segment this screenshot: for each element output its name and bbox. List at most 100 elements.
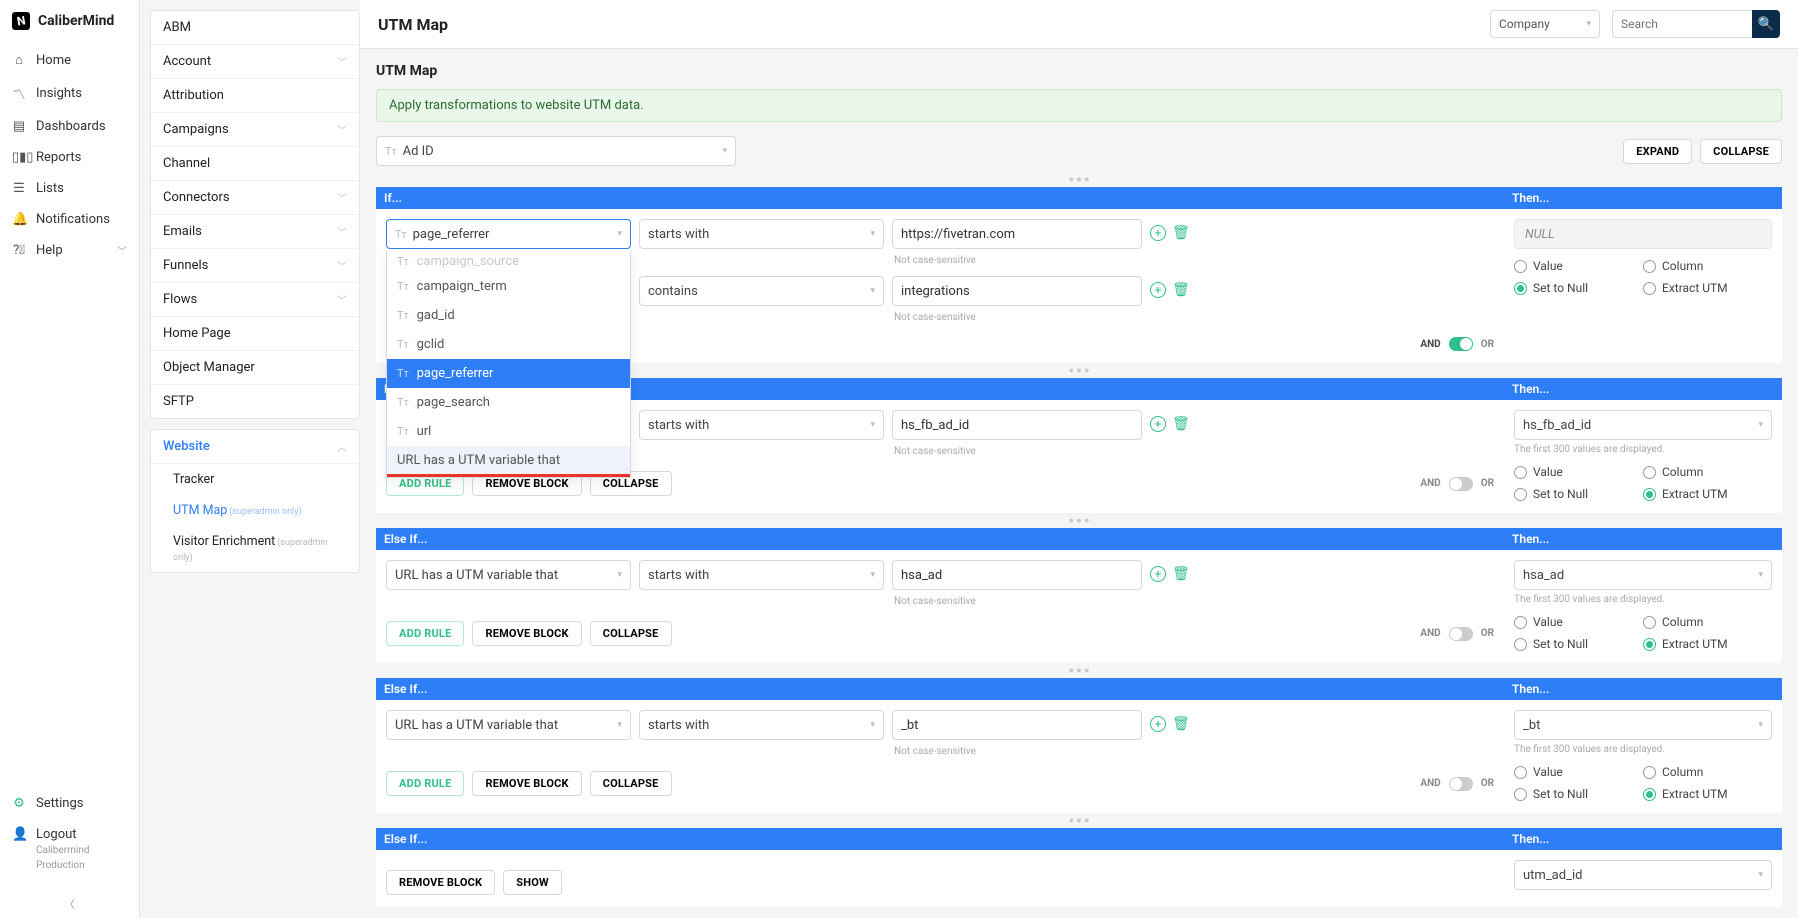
- add-condition-icon[interactable]: +: [1150, 282, 1166, 298]
- menu-account[interactable]: Account﹀: [151, 45, 359, 79]
- nav-logout[interactable]: 👤LogoutCalibermind Production: [0, 819, 139, 880]
- collapse-block-button[interactable]: COLLAPSE: [590, 771, 672, 796]
- dropdown-option[interactable]: Tᴛpage_search: [387, 388, 630, 417]
- then-radio-setnull[interactable]: Set to Null: [1514, 281, 1643, 295]
- condition-value-input[interactable]: [892, 276, 1142, 306]
- menu-website[interactable]: Website︿: [151, 430, 359, 464]
- condition-value-input[interactable]: [892, 410, 1142, 440]
- add-condition-icon[interactable]: +: [1150, 225, 1166, 241]
- condition-operator-select[interactable]: starts with▾: [639, 219, 884, 249]
- and-or-toggle[interactable]: [1449, 777, 1473, 791]
- collapse-block-button[interactable]: COLLAPSE: [590, 621, 672, 646]
- menu-object-manager[interactable]: Object Manager: [151, 351, 359, 385]
- condition-value-input[interactable]: [892, 560, 1142, 590]
- menu-campaigns[interactable]: Campaigns﹀: [151, 113, 359, 147]
- condition-operator-select[interactable]: starts with▾: [639, 410, 884, 440]
- nav-help[interactable]: ?⃝Help﹀: [0, 235, 139, 266]
- menu-abm[interactable]: ABM: [151, 11, 359, 45]
- menu-emails[interactable]: Emails﹀: [151, 215, 359, 249]
- dropdown-option[interactable]: URL has a UTM variable that: [387, 446, 630, 477]
- nav-home[interactable]: ⌂Home: [0, 44, 139, 76]
- add-condition-icon[interactable]: +: [1150, 716, 1166, 732]
- then-radio-column[interactable]: Column: [1643, 615, 1772, 629]
- add-condition-icon[interactable]: +: [1150, 566, 1166, 582]
- then-radio-column[interactable]: Column: [1643, 465, 1772, 479]
- then-radio-extract[interactable]: Extract UTM: [1643, 487, 1772, 501]
- dropdown-option-selected[interactable]: Tᴛpage_referrer: [387, 359, 630, 388]
- show-block-button[interactable]: SHOW: [503, 870, 562, 895]
- then-radio-value[interactable]: Value: [1514, 465, 1643, 479]
- menu-sftp[interactable]: SFTP: [151, 385, 359, 418]
- nav-dashboards[interactable]: ▤Dashboards: [0, 111, 139, 142]
- then-radio-value[interactable]: Value: [1514, 259, 1643, 273]
- nav-lists[interactable]: ☰Lists: [0, 173, 139, 204]
- condition-value-input[interactable]: [892, 710, 1142, 740]
- then-value-select[interactable]: utm_ad_id▾: [1514, 860, 1772, 890]
- condition-field-select[interactable]: URL has a UTM variable that▾: [386, 560, 631, 590]
- menu-utm-map[interactable]: UTM Map(superadmin only): [151, 495, 359, 526]
- nav-notifications[interactable]: 🔔Notifications: [0, 204, 139, 235]
- condition-field-select[interactable]: Tᴛ page_referrer ▾ Tᴛcampaign_source Tᴛc…: [386, 219, 631, 249]
- collapse-nav-toggle[interactable]: 〈: [0, 890, 139, 918]
- add-rule-button[interactable]: ADD RULE: [386, 621, 464, 646]
- remove-block-button[interactable]: REMOVE BLOCK: [472, 621, 581, 646]
- dropdown-option[interactable]: Tᴛurl: [387, 417, 630, 446]
- collapse-all-button[interactable]: COLLAPSE: [1700, 139, 1782, 164]
- adid-field-select[interactable]: Tᴛ Ad ID ▾: [376, 136, 736, 166]
- search-input[interactable]: [1612, 10, 1752, 38]
- then-value-select[interactable]: hsa_ad▾: [1514, 560, 1772, 590]
- dropdown-option[interactable]: Tᴛcampaign_source: [387, 251, 630, 272]
- add-rule-button[interactable]: ADD RULE: [386, 771, 464, 796]
- menu-channel[interactable]: Channel: [151, 147, 359, 181]
- menu-connectors[interactable]: Connectors﹀: [151, 181, 359, 215]
- search-button[interactable]: 🔍: [1752, 10, 1780, 38]
- company-select[interactable]: Company▾: [1490, 10, 1600, 38]
- delete-condition-icon[interactable]: 🗑: [1172, 566, 1190, 582]
- condition-operator-select[interactable]: starts with▾: [639, 560, 884, 590]
- and-or-toggle[interactable]: [1449, 477, 1473, 491]
- then-radio-extract[interactable]: Extract UTM: [1643, 637, 1772, 651]
- then-radio-column[interactable]: Column: [1643, 765, 1772, 779]
- remove-block-button[interactable]: REMOVE BLOCK: [386, 870, 495, 895]
- dropdown-option[interactable]: Tᴛgad_id: [387, 301, 630, 330]
- condition-value-input[interactable]: [892, 219, 1142, 249]
- and-or-toggle[interactable]: [1449, 337, 1473, 351]
- then-radio-setnull[interactable]: Set to Null: [1514, 787, 1643, 801]
- add-condition-icon[interactable]: +: [1150, 416, 1166, 432]
- dropdown-option[interactable]: Tᴛgclid: [387, 330, 630, 359]
- delete-condition-icon[interactable]: 🗑: [1172, 282, 1190, 298]
- brand-name: CaliberMind: [38, 13, 114, 29]
- then-value-select[interactable]: _bt▾: [1514, 710, 1772, 740]
- chevron-down-icon: ﹀: [337, 54, 347, 69]
- elseif-header: Else If...: [376, 678, 1504, 700]
- then-radio-extract[interactable]: Extract UTM: [1643, 281, 1772, 295]
- then-radio-value[interactable]: Value: [1514, 615, 1643, 629]
- then-radio-setnull[interactable]: Set to Null: [1514, 637, 1643, 651]
- condition-operator-select[interactable]: contains▾: [639, 276, 884, 306]
- delete-condition-icon[interactable]: 🗑: [1172, 225, 1190, 241]
- condition-field-select[interactable]: URL has a UTM variable that▾: [386, 710, 631, 740]
- menu-attribution[interactable]: Attribution: [151, 79, 359, 113]
- nav-reports[interactable]: ▯▮▯Reports: [0, 142, 139, 173]
- then-radio-column[interactable]: Column: [1643, 259, 1772, 273]
- delete-condition-icon[interactable]: 🗑: [1172, 416, 1190, 432]
- and-label: AND: [1420, 339, 1440, 350]
- menu-homepage[interactable]: Home Page: [151, 317, 359, 351]
- menu-funnels[interactable]: Funnels﹀: [151, 249, 359, 283]
- dropdown-option[interactable]: Tᴛcampaign_term: [387, 272, 630, 301]
- and-or-toggle[interactable]: [1449, 627, 1473, 641]
- delete-condition-icon[interactable]: 🗑: [1172, 716, 1190, 732]
- then-radio-extract[interactable]: Extract UTM: [1643, 787, 1772, 801]
- nav-insights[interactable]: 〽Insights: [0, 76, 139, 111]
- expand-all-button[interactable]: EXPAND: [1623, 139, 1692, 164]
- chevron-down-icon: ﹀: [117, 243, 127, 258]
- then-radio-setnull[interactable]: Set to Null: [1514, 487, 1643, 501]
- then-value-select[interactable]: hs_fb_ad_id▾: [1514, 410, 1772, 440]
- menu-visitor-enrichment[interactable]: Visitor Enrichment(superadmin only): [151, 526, 359, 572]
- remove-block-button[interactable]: REMOVE BLOCK: [472, 771, 581, 796]
- nav-settings[interactable]: ⚙Settings: [0, 788, 139, 819]
- menu-flows[interactable]: Flows﹀: [151, 283, 359, 317]
- menu-tracker[interactable]: Tracker: [151, 464, 359, 495]
- then-radio-value[interactable]: Value: [1514, 765, 1643, 779]
- condition-operator-select[interactable]: starts with▾: [639, 710, 884, 740]
